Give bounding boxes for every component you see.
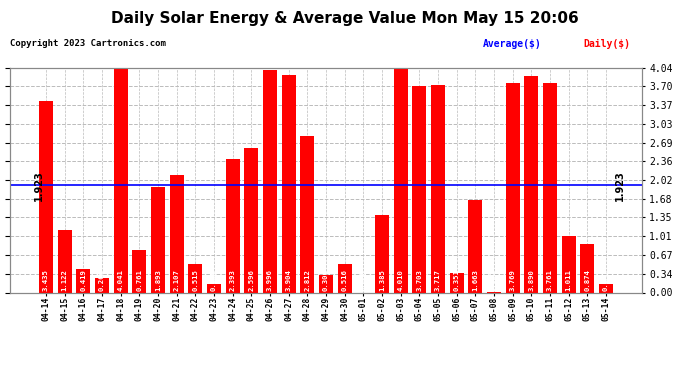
Bar — [114, 68, 128, 292]
Text: 1.122: 1.122 — [61, 270, 68, 291]
Text: 0.761: 0.761 — [137, 270, 142, 291]
Bar — [469, 200, 482, 292]
Bar — [188, 264, 202, 292]
Text: 3.769: 3.769 — [510, 270, 515, 291]
Text: 3.435: 3.435 — [43, 270, 49, 291]
Text: 0.266: 0.266 — [99, 270, 105, 291]
Text: 1.893: 1.893 — [155, 270, 161, 291]
Text: 2.107: 2.107 — [174, 270, 179, 291]
Text: 2.596: 2.596 — [248, 270, 255, 291]
Text: 0.419: 0.419 — [80, 270, 86, 291]
Text: 1.011: 1.011 — [566, 270, 572, 291]
Bar — [413, 86, 426, 292]
Text: Copyright 2023 Cartronics.com: Copyright 2023 Cartronics.com — [10, 39, 166, 48]
Bar — [226, 159, 239, 292]
Bar — [170, 175, 184, 292]
Text: 3.996: 3.996 — [267, 270, 273, 291]
Bar — [524, 76, 538, 292]
Bar — [300, 136, 315, 292]
Bar — [375, 215, 389, 292]
Text: 4.010: 4.010 — [397, 270, 404, 291]
Text: 2.393: 2.393 — [230, 270, 236, 291]
Bar — [263, 70, 277, 292]
Bar — [337, 264, 352, 292]
Bar — [58, 230, 72, 292]
Bar — [319, 276, 333, 292]
Text: 0.306: 0.306 — [323, 270, 329, 291]
Bar — [151, 187, 165, 292]
Bar — [450, 273, 464, 292]
Text: 0.147: 0.147 — [603, 270, 609, 291]
Bar — [506, 82, 520, 292]
Text: Daily Solar Energy & Average Value Mon May 15 20:06: Daily Solar Energy & Average Value Mon M… — [111, 11, 579, 26]
Bar — [77, 269, 90, 292]
Text: 3.890: 3.890 — [529, 270, 534, 291]
Text: 2.812: 2.812 — [304, 270, 310, 291]
Text: 0.515: 0.515 — [193, 270, 198, 291]
Text: 3.717: 3.717 — [435, 270, 441, 291]
Text: 0.160: 0.160 — [211, 270, 217, 291]
Text: 0.874: 0.874 — [584, 270, 591, 291]
Text: Daily($): Daily($) — [583, 39, 630, 50]
Bar — [599, 284, 613, 292]
Bar — [282, 75, 296, 292]
Bar — [39, 101, 53, 292]
Text: 1.923: 1.923 — [34, 170, 44, 201]
Text: Average($): Average($) — [483, 39, 542, 50]
Bar — [394, 69, 408, 292]
Text: 1.385: 1.385 — [379, 270, 385, 291]
Text: 4.041: 4.041 — [118, 270, 124, 291]
Bar — [431, 86, 445, 292]
Text: 0.351: 0.351 — [454, 270, 460, 291]
Text: 1.663: 1.663 — [473, 270, 478, 291]
Text: 1.923: 1.923 — [615, 170, 625, 201]
Bar — [562, 236, 575, 292]
Text: 0.516: 0.516 — [342, 270, 348, 291]
Text: 0.000: 0.000 — [360, 270, 366, 291]
Bar — [543, 83, 557, 292]
Bar — [207, 284, 221, 292]
Bar — [580, 244, 594, 292]
Bar — [95, 278, 109, 292]
Bar — [244, 148, 258, 292]
Bar — [132, 250, 146, 292]
Text: 3.761: 3.761 — [547, 270, 553, 291]
Text: 3.904: 3.904 — [286, 270, 292, 291]
Text: 0.003: 0.003 — [491, 270, 497, 291]
Text: 3.703: 3.703 — [416, 270, 422, 291]
